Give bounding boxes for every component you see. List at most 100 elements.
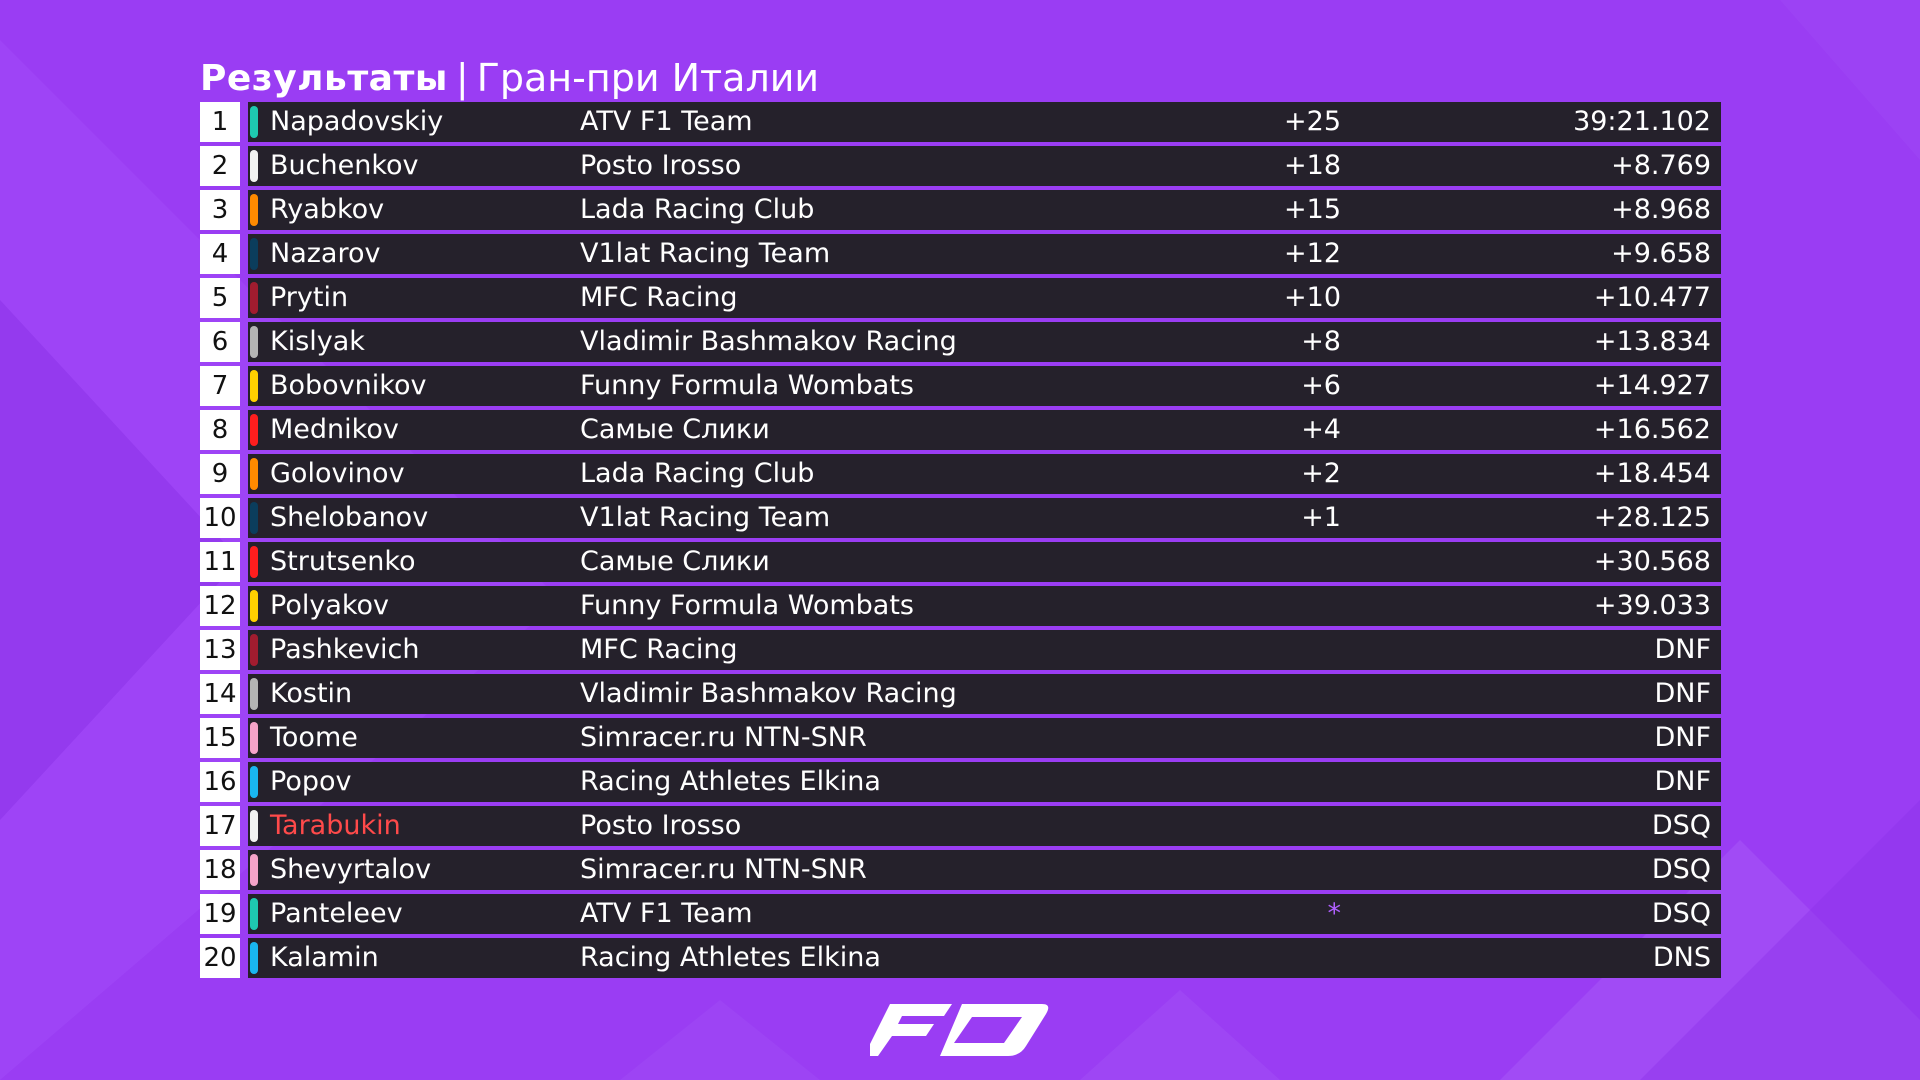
result-strip: Toome Simracer.ru NTN-SNR DNF <box>248 718 1721 758</box>
team-color-bar <box>250 326 258 358</box>
points-gained: +6 <box>1301 370 1341 401</box>
result-row: 17 Tarabukin Posto Irosso DSQ <box>200 806 1721 846</box>
team-color-bar <box>250 634 258 666</box>
driver-name: Prytin <box>270 282 349 313</box>
team-color-bar <box>250 282 258 314</box>
points-gained: +25 <box>1284 106 1341 137</box>
driver-name: Golovinov <box>270 458 405 489</box>
result-strip: Prytin MFC Racing +10 +10.477 <box>248 278 1721 318</box>
result-row: 9 Golovinov Lada Racing Club +2 +18.454 <box>200 454 1721 494</box>
position-badge: 12 <box>200 586 240 626</box>
team-color-bar <box>250 678 258 710</box>
team-name: Lada Racing Club <box>580 458 815 489</box>
race-time: 39:21.102 <box>1573 106 1711 137</box>
team-name: Posto Irosso <box>580 810 742 841</box>
result-row: 8 Mednikov Самые Слики +4 +16.562 <box>200 410 1721 450</box>
position-badge: 18 <box>200 850 240 890</box>
points-gained: +15 <box>1284 194 1341 225</box>
driver-name: Toome <box>270 722 358 753</box>
points-gained: +8 <box>1301 326 1341 357</box>
race-time: DNF <box>1654 634 1711 665</box>
result-row: 19 Panteleev ATV F1 Team * DSQ <box>200 894 1721 934</box>
team-name: Simracer.ru NTN-SNR <box>580 854 867 885</box>
result-strip: Panteleev ATV F1 Team * DSQ <box>248 894 1721 934</box>
f0-logo <box>870 1004 1049 1056</box>
position-badge: 11 <box>200 542 240 582</box>
team-color-bar <box>250 898 258 930</box>
driver-name: Kostin <box>270 678 353 709</box>
race-time: +14.927 <box>1593 370 1711 401</box>
driver-name: Popov <box>270 766 352 797</box>
race-time: DNF <box>1654 722 1711 753</box>
result-strip: Mednikov Самые Слики +4 +16.562 <box>248 410 1721 450</box>
position-badge: 10 <box>200 498 240 538</box>
team-color-bar <box>250 106 258 138</box>
driver-name: Kislyak <box>270 326 365 357</box>
driver-name: Napadovskiy <box>270 106 444 137</box>
result-row: 3 Ryabkov Lada Racing Club +15 +8.968 <box>200 190 1721 230</box>
team-name: MFC Racing <box>580 634 738 665</box>
position-badge: 8 <box>200 410 240 450</box>
result-row: 13 Pashkevich MFC Racing DNF <box>200 630 1721 670</box>
team-color-bar <box>250 502 258 534</box>
race-time: +8.968 <box>1611 194 1711 225</box>
points-gained: +2 <box>1301 458 1341 489</box>
points-gained: * <box>1327 898 1342 929</box>
result-row: 10 Shelobanov V1lat Racing Team +1 +28.125 <box>200 498 1721 538</box>
race-time: DNS <box>1652 942 1711 973</box>
result-row: 16 Popov Racing Athletes Elkina DNF <box>200 762 1721 802</box>
position-badge: 15 <box>200 718 240 758</box>
result-strip: Nazarov V1lat Racing Team +12 +9.658 <box>248 234 1721 274</box>
result-row: 14 Kostin Vladimir Bashmakov Racing DNF <box>200 674 1721 714</box>
driver-name: Bobovnikov <box>270 370 427 401</box>
team-color-bar <box>250 458 258 490</box>
points-gained: +4 <box>1301 414 1341 445</box>
result-row: 12 Polyakov Funny Formula Wombats +39.033 <box>200 586 1721 626</box>
points-gained: +18 <box>1284 150 1341 181</box>
points-gained: +1 <box>1301 502 1341 533</box>
result-strip: Shevyrtalov Simracer.ru NTN-SNR DSQ <box>248 850 1721 890</box>
race-time: +28.125 <box>1593 502 1711 533</box>
result-row: 18 Shevyrtalov Simracer.ru NTN-SNR DSQ <box>200 850 1721 890</box>
team-color-bar <box>250 722 258 754</box>
race-time: +9.658 <box>1611 238 1711 269</box>
race-time: +16.562 <box>1593 414 1711 445</box>
race-time: +8.769 <box>1611 150 1711 181</box>
position-badge: 5 <box>200 278 240 318</box>
points-gained: +12 <box>1284 238 1341 269</box>
team-color-bar <box>250 194 258 226</box>
team-color-bar <box>250 150 258 182</box>
team-name: ATV F1 Team <box>580 106 753 137</box>
result-row: 4 Nazarov V1lat Racing Team +12 +9.658 <box>200 234 1721 274</box>
position-badge: 1 <box>200 102 240 142</box>
position-badge: 3 <box>200 190 240 230</box>
result-strip: Kislyak Vladimir Bashmakov Racing +8 +13.83… <box>248 322 1721 362</box>
team-name: MFC Racing <box>580 282 738 313</box>
race-time: DSQ <box>1651 898 1711 929</box>
driver-name: Tarabukin <box>270 810 401 841</box>
result-row: 2 Buchenkov Posto Irosso +18 +8.769 <box>200 146 1721 186</box>
result-row: 15 Toome Simracer.ru NTN-SNR DNF <box>200 718 1721 758</box>
team-name: Funny Formula Wombats <box>580 590 914 621</box>
team-name: Posto Irosso <box>580 150 742 181</box>
position-badge: 4 <box>200 234 240 274</box>
result-strip: Polyakov Funny Formula Wombats +39.033 <box>248 586 1721 626</box>
team-color-bar <box>250 810 258 842</box>
result-row: 20 Kalamin Racing Athletes Elkina DNS <box>200 938 1721 978</box>
result-strip: Buchenkov Posto Irosso +18 +8.769 <box>248 146 1721 186</box>
race-time: DSQ <box>1651 810 1711 841</box>
position-badge: 9 <box>200 454 240 494</box>
team-name: Самые Слики <box>580 414 770 445</box>
race-time: +39.033 <box>1593 590 1711 621</box>
team-name: Funny Formula Wombats <box>580 370 914 401</box>
result-strip: Popov Racing Athletes Elkina DNF <box>248 762 1721 802</box>
result-row: 6 Kislyak Vladimir Bashmakov Racing +8 +13.8… <box>200 322 1721 362</box>
team-name: V1lat Racing Team <box>580 502 831 533</box>
result-row: 5 Prytin MFC Racing +10 +10.477 <box>200 278 1721 318</box>
position-badge: 14 <box>200 674 240 714</box>
driver-name: Kalamin <box>270 942 379 973</box>
team-color-bar <box>250 370 258 402</box>
race-time: DNF <box>1654 678 1711 709</box>
result-strip: Napadovskiy ATV F1 Team +25 39:21.102 <box>248 102 1721 142</box>
team-color-bar <box>250 854 258 886</box>
